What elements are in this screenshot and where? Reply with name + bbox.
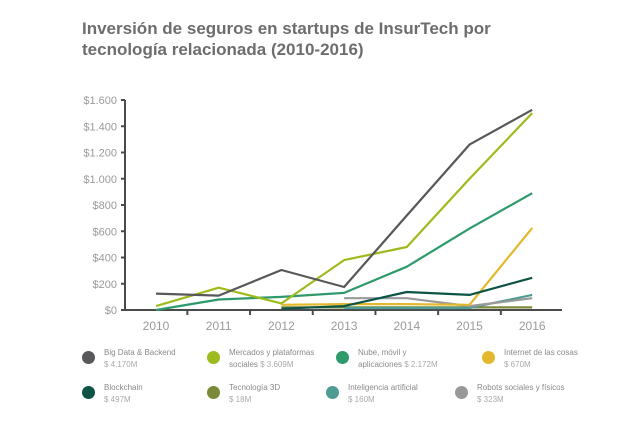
y-tick-label: $800: [93, 200, 117, 212]
x-tick-label: 2013: [331, 319, 358, 333]
y-tick-label: $1.400: [83, 121, 117, 133]
y-tick-label: $600: [93, 226, 117, 238]
chart-title-line-2: tecnología relacionada (2010-2016): [82, 40, 364, 59]
y-tick-label: $200: [93, 279, 117, 291]
series-lines: [155, 108, 534, 312]
x-axis: 2010 2011 2012 2013 2014 2015 2016: [125, 309, 562, 333]
x-tick-label: 2015: [456, 319, 483, 333]
chart-title: Inversión de seguros en startups de Insu…: [82, 18, 522, 60]
x-tick-label: 2010: [143, 319, 170, 333]
chart-title-line-1: Inversión de seguros en startups de Insu…: [82, 19, 491, 38]
x-tick-label: 2012: [268, 319, 295, 333]
series-line-internet-de-las-cosas: [281, 227, 534, 306]
y-tick-label: $1.000: [83, 174, 117, 186]
y-tick-label: $0: [105, 305, 117, 317]
y-tick-label: $400: [93, 253, 117, 265]
series-line-nube-movil-y-aplicaciones: [155, 192, 533, 312]
y-axis: $0 $200 $400 $600 $800 $1.000 $1.200 $1.400 $1.6…: [83, 95, 126, 317]
series-line-big-data-backend: [155, 108, 533, 297]
y-tick-label: $1.200: [83, 148, 117, 160]
series-line-mercados-y-plataformas-sociales: [155, 112, 533, 308]
x-tick-label: 2011: [206, 319, 232, 333]
x-tick-label: 2016: [519, 319, 546, 333]
series-line-blockchain: [281, 276, 533, 310]
y-tick-label: $1.600: [83, 95, 117, 107]
x-tick-label: 2014: [393, 319, 420, 333]
